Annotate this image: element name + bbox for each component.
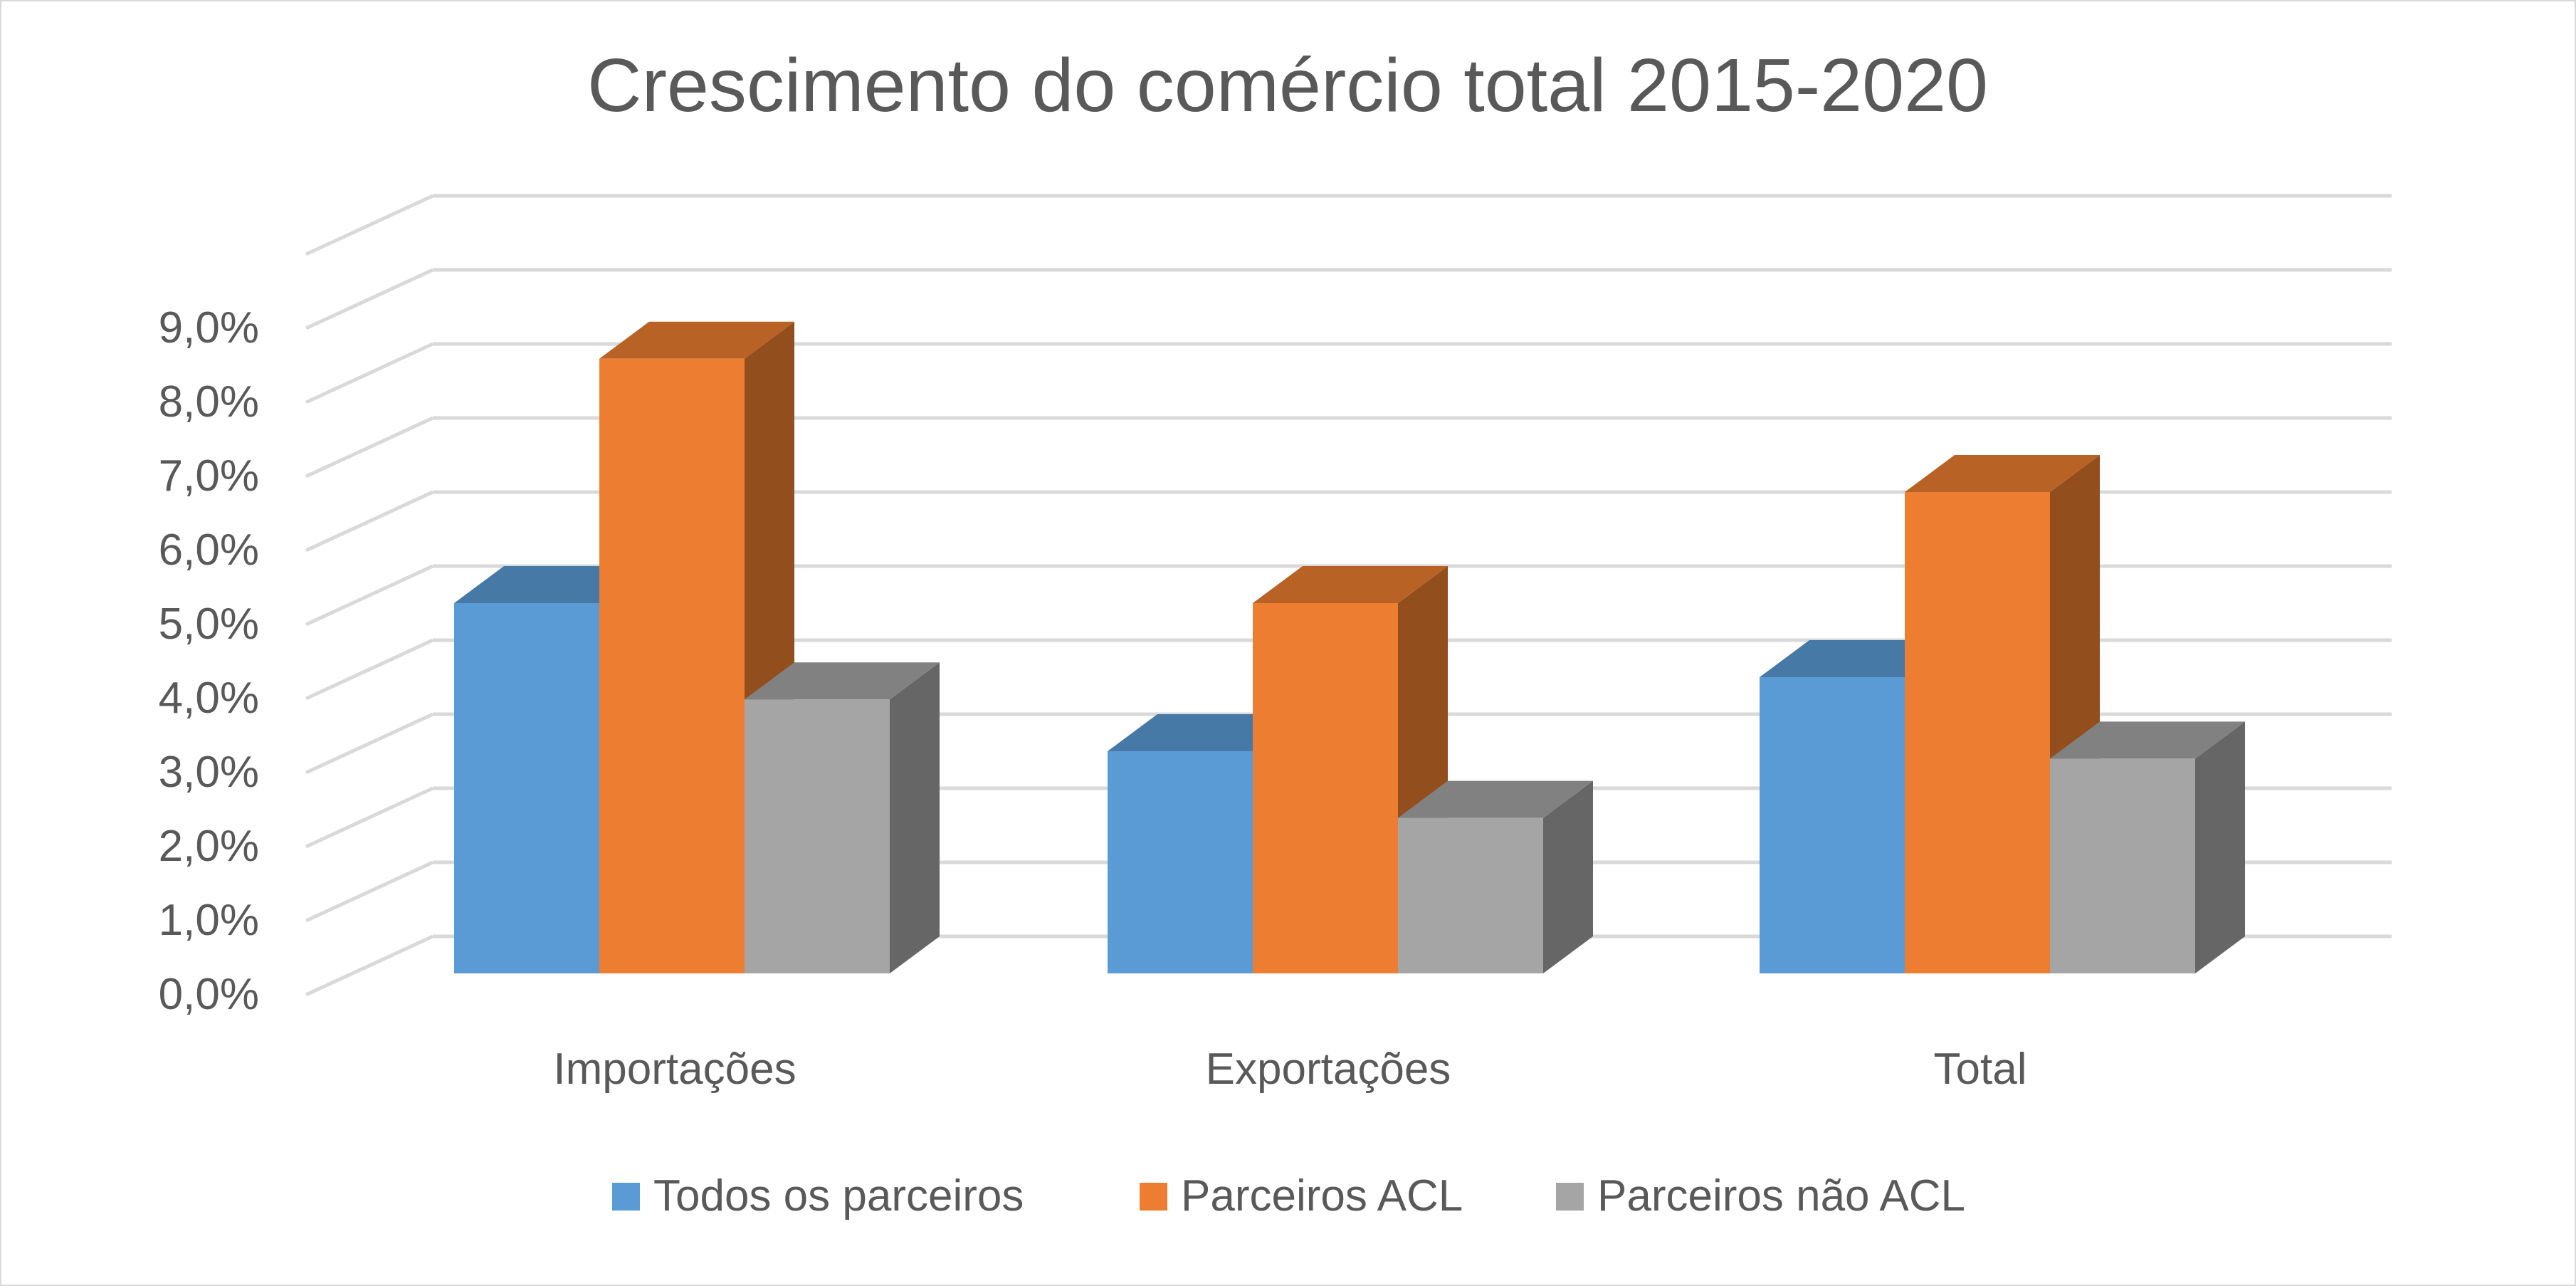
bars	[454, 321, 2245, 973]
y-tick-label: 4,0%	[159, 674, 259, 723]
y-tick-label: 3,0%	[159, 748, 259, 797]
legend-label: Parceiros ACL	[1181, 1171, 1463, 1220]
y-tick-label: 8,0%	[159, 377, 259, 427]
x-tick-label: Importações	[553, 1045, 796, 1094]
bar	[2050, 721, 2245, 973]
bar	[1398, 780, 1593, 973]
bar	[1905, 455, 2100, 973]
gridline-diagonal	[305, 342, 434, 404]
bar-front-face	[2050, 758, 2195, 973]
legend-item: Todos os parceiros	[612, 1171, 1024, 1220]
legend-item: Parceiros ACL	[1140, 1171, 1463, 1220]
bar-side-face	[1543, 780, 1593, 973]
y-tick-label: 6,0%	[159, 526, 259, 575]
y-tick-label: 0,0%	[159, 970, 259, 1019]
x-axis-category-labels: Importações Exportações Total	[553, 1045, 2026, 1094]
y-tick-label: 9,0%	[159, 303, 259, 352]
y-tick-label: 7,0%	[159, 451, 259, 501]
gridline-diagonal	[305, 638, 434, 701]
legend-swatch	[612, 1183, 640, 1211]
bar-top-face	[599, 321, 794, 359]
bar-top-face	[2050, 721, 2245, 759]
y-tick-label: 5,0%	[159, 600, 259, 649]
bar-front-face	[454, 603, 599, 973]
bar-front-face	[1108, 751, 1253, 973]
gridline-diagonal	[305, 268, 434, 330]
bar	[1253, 566, 1448, 973]
bar-front-face	[1253, 603, 1398, 973]
gridline-diagonal	[305, 934, 434, 997]
bar-top-face	[745, 662, 940, 700]
bar-top-face	[1905, 455, 2100, 492]
gridline-diagonal	[305, 786, 434, 849]
gridline-diagonal	[305, 564, 434, 627]
bar-side-face	[890, 662, 940, 973]
bar	[745, 662, 940, 973]
gridline-diagonal	[305, 194, 434, 256]
y-tick-label: 2,0%	[159, 822, 259, 871]
legend-item: Parceiros não ACL	[1556, 1171, 1965, 1220]
gridline-diagonal	[305, 712, 434, 775]
bar-front-face	[1905, 492, 2050, 973]
bar-front-face	[599, 358, 745, 973]
gridline-diagonal	[305, 860, 434, 923]
legend: Todos os parceiros Parceiros ACL Parceiros…	[612, 1171, 1965, 1220]
bar-front-face	[1760, 677, 1905, 973]
bar-top-face	[1398, 780, 1593, 818]
bar-top-face	[1253, 566, 1448, 603]
bar-front-face	[1398, 817, 1543, 973]
y-axis-tick-labels: 0,0% 1,0% 2,0% 3,0% 4,0% 5,0% 6,0% 7,0% 8,0% 9,0%	[159, 303, 259, 1019]
legend-label: Todos os parceiros	[653, 1171, 1024, 1220]
gridline-diagonal	[305, 490, 434, 553]
bar-side-face	[2195, 721, 2245, 973]
x-tick-label: Exportações	[1206, 1045, 1451, 1094]
x-tick-label: Total	[1934, 1045, 2027, 1094]
chart-title: Crescimento do comércio total 2015-2020	[587, 43, 1988, 127]
legend-swatch	[1140, 1183, 1167, 1211]
gridline-diagonal	[305, 416, 434, 479]
legend-label: Parceiros não ACL	[1597, 1171, 1965, 1220]
bar-front-face	[745, 699, 890, 973]
legend-swatch	[1556, 1183, 1584, 1211]
y-tick-label: 1,0%	[159, 896, 259, 945]
